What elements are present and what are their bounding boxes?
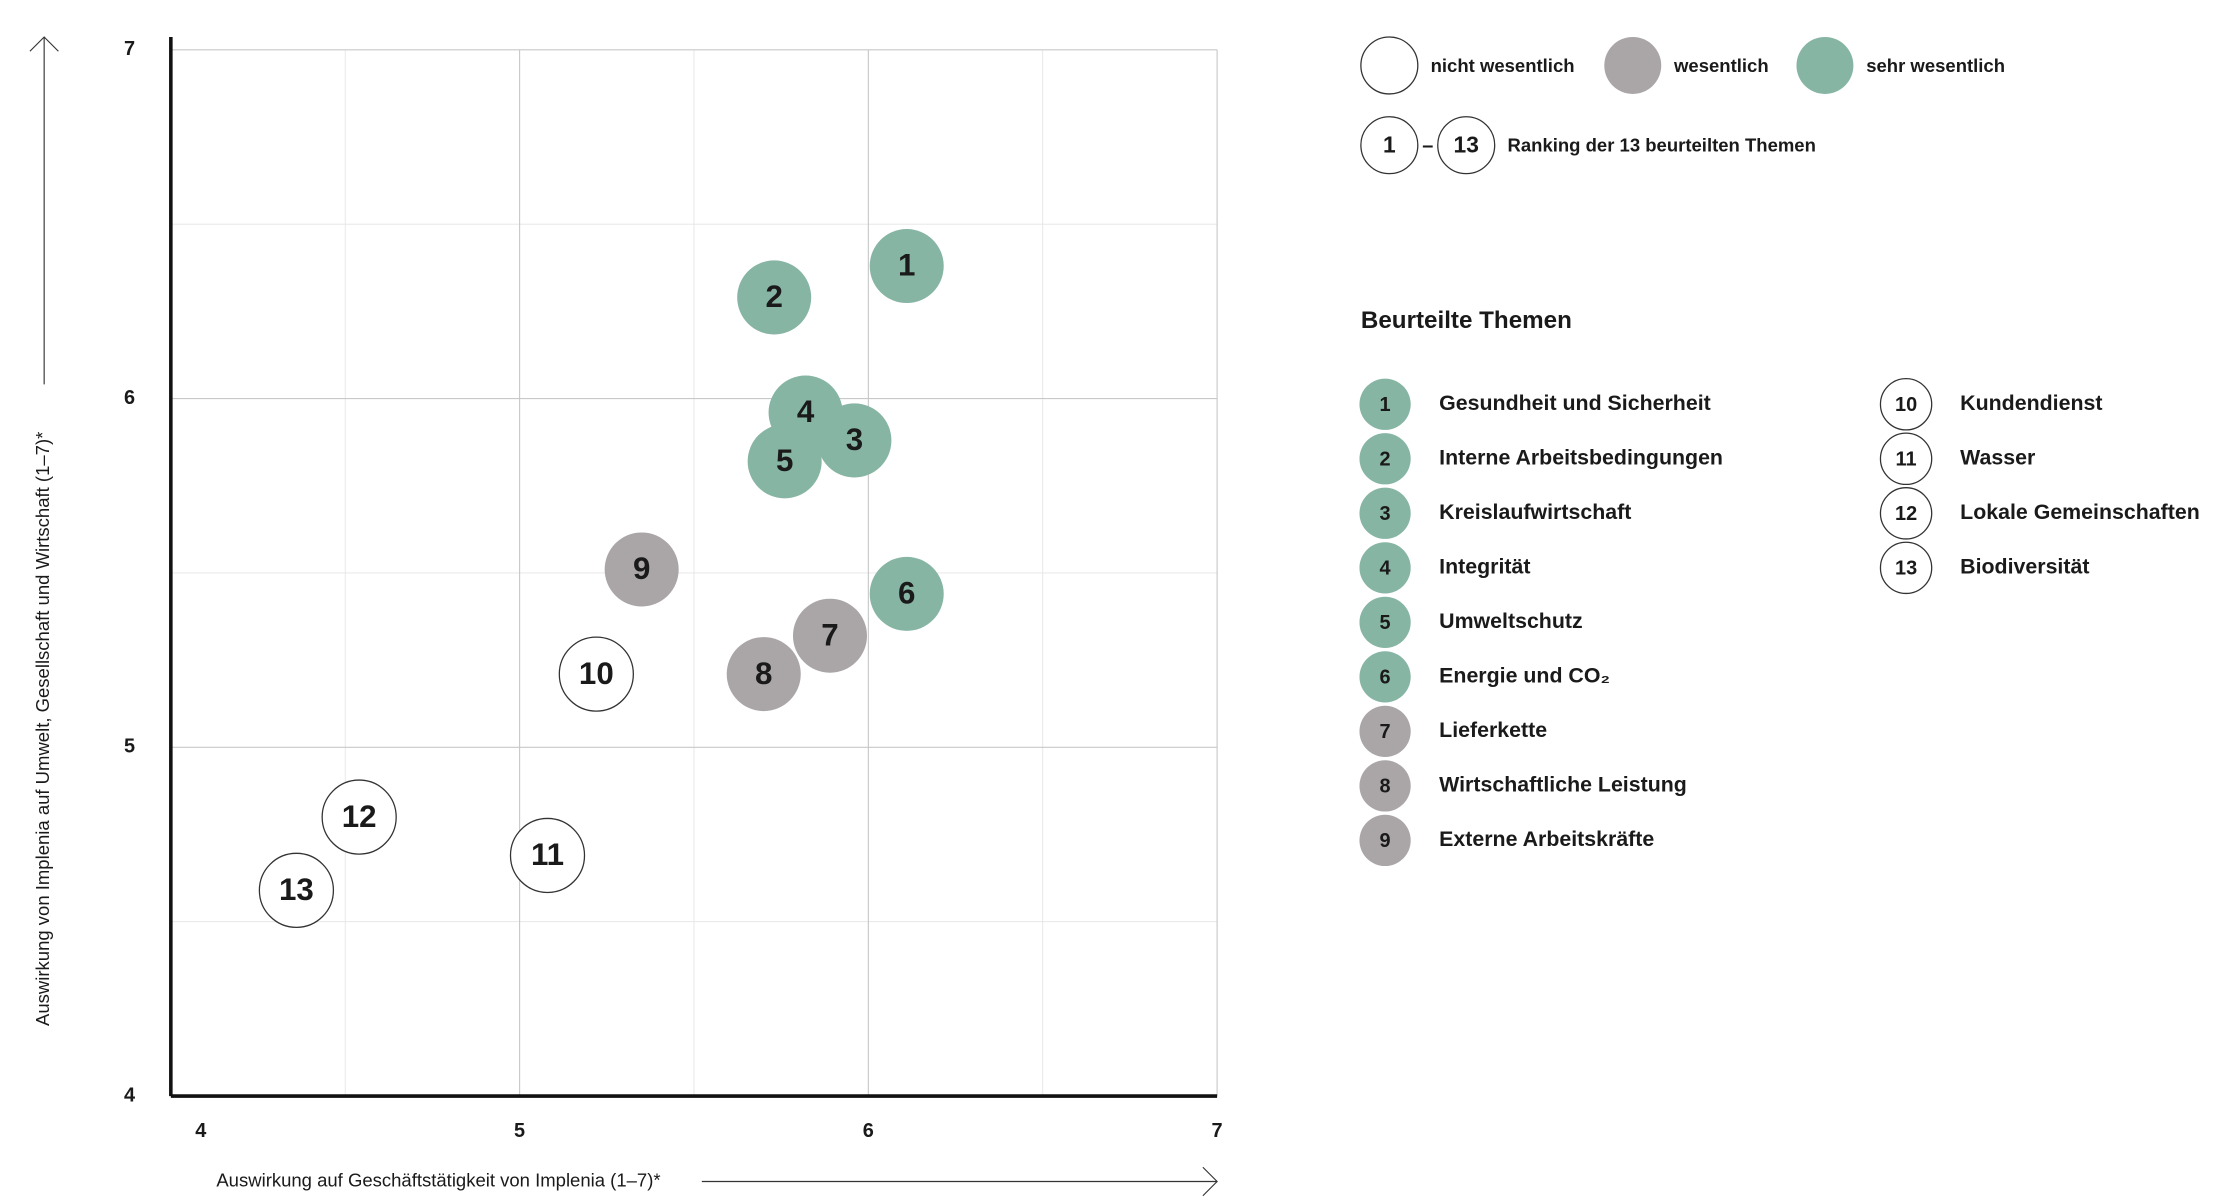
- topic-swatch: [1879, 541, 1933, 595]
- topic-swatch: [1359, 705, 1411, 758]
- topic-name: Gesundheit und Sicherheit: [1439, 391, 1711, 415]
- bubble-label: 5: [776, 443, 793, 478]
- bubble-label: 11: [531, 837, 564, 872]
- legend-label: wesentlich: [1673, 55, 1769, 76]
- x-tick-label: 6: [863, 1120, 874, 1142]
- bubble-label: 9: [633, 551, 650, 586]
- topic-swatch: [1359, 542, 1411, 594]
- topic-name: Integrität: [1439, 554, 1530, 578]
- topic-swatch: [1879, 432, 1933, 486]
- legend-swatch: [1604, 37, 1662, 94]
- ranking-text: Ranking der 13 beurteilten Themen: [1508, 135, 1816, 156]
- legend-swatch: [1360, 36, 1419, 95]
- topics-title: Beurteilte Themen: [1361, 307, 1572, 334]
- topic-rank: 1: [1380, 394, 1391, 416]
- topic-rank: 9: [1380, 830, 1391, 852]
- topic-swatch: [1879, 487, 1933, 540]
- bubble: [509, 817, 586, 894]
- bubble-label: 13: [279, 872, 314, 907]
- topic-name: Lokale Gemeinschaften: [1960, 500, 2200, 524]
- topic-swatch: [1359, 760, 1411, 812]
- topic-name: Kundendienst: [1960, 391, 2102, 415]
- topic-name: Wasser: [1960, 445, 2035, 469]
- ranking-circle: [1360, 116, 1419, 175]
- topic-rank: 7: [1380, 721, 1391, 743]
- topic-swatch: [1359, 378, 1411, 430]
- topic-name: Wirtschaftliche Leistung: [1439, 773, 1687, 797]
- topic-name: Umweltschutz: [1439, 609, 1583, 633]
- topic-name: Interne Arbeitsbedingungen: [1439, 445, 1723, 469]
- y-tick-label: 6: [124, 387, 135, 409]
- bubble: [558, 636, 634, 712]
- bubble: [321, 779, 397, 855]
- topic-rank: 11: [1896, 448, 1917, 470]
- bubble: [792, 598, 868, 673]
- topic-rank: 3: [1380, 503, 1391, 525]
- bubble: [737, 260, 812, 335]
- topic-name: Biodiversität: [1960, 554, 2089, 578]
- topic-name: Kreislaufwirtschaft: [1439, 500, 1631, 524]
- topic-rank: 13: [1895, 558, 1917, 580]
- y-tick-label: 5: [124, 736, 135, 758]
- topic-rank: 12: [1895, 503, 1917, 525]
- topic-swatch: [1359, 487, 1411, 539]
- x-tick-label: 5: [514, 1120, 525, 1142]
- topic-name: Lieferkette: [1439, 718, 1547, 742]
- ranking-from: 1: [1383, 132, 1396, 158]
- bubble-label: 12: [342, 799, 377, 834]
- topic-rank: 10: [1895, 394, 1917, 416]
- topic-name: Energie und CO₂: [1439, 664, 1610, 688]
- topic-swatch: [1359, 433, 1411, 485]
- ranking-dash: –: [1422, 135, 1433, 157]
- bubble-label: 2: [765, 279, 782, 314]
- bubble: [869, 556, 944, 631]
- bubble: [604, 532, 679, 607]
- topic-rank: 4: [1380, 558, 1391, 580]
- topic-rank: 6: [1380, 667, 1391, 689]
- topic-rank: 8: [1380, 776, 1391, 798]
- bubble-label: 3: [846, 422, 863, 457]
- y-tick-label: 7: [124, 38, 135, 60]
- topic-swatch: [1879, 378, 1933, 431]
- y-axis-label: Auswirkung von Implenia auf Umwelt, Gese…: [32, 432, 53, 1026]
- x-axis-label: Auswirkung auf Geschäftstätigkeit von Im…: [216, 1169, 660, 1190]
- bubble-label: 10: [579, 656, 614, 691]
- bubble-label: 8: [755, 656, 772, 691]
- legend-swatch: [1796, 37, 1854, 94]
- x-tick-label: 7: [1212, 1120, 1223, 1142]
- legend-label: nicht wesentlich: [1431, 55, 1575, 76]
- bubble-label: 6: [898, 576, 915, 611]
- topic-rank: 5: [1380, 612, 1391, 634]
- topic-rank: 2: [1380, 448, 1391, 470]
- bubble-label: 7: [821, 617, 838, 652]
- topic-swatch: [1359, 596, 1411, 648]
- y-axis-arrowhead: [29, 36, 59, 52]
- x-axis-arrowhead: [1202, 1166, 1218, 1197]
- bubble: [726, 637, 801, 712]
- topic-swatch: [1359, 651, 1411, 703]
- topic-name: Externe Arbeitskräfte: [1439, 827, 1654, 851]
- topic-swatch: [1359, 814, 1411, 867]
- bubble-label: 4: [797, 394, 815, 429]
- ranking-to: 13: [1454, 132, 1479, 158]
- bubble: [258, 852, 335, 928]
- x-tick-label: 4: [195, 1120, 206, 1142]
- bubble: [747, 424, 822, 499]
- bubble-label: 1: [898, 248, 915, 283]
- legend-label: sehr wesentlich: [1866, 55, 2005, 76]
- ranking-circle: [1437, 116, 1496, 175]
- y-tick-label: 4: [124, 1084, 135, 1106]
- bubble: [869, 229, 944, 304]
